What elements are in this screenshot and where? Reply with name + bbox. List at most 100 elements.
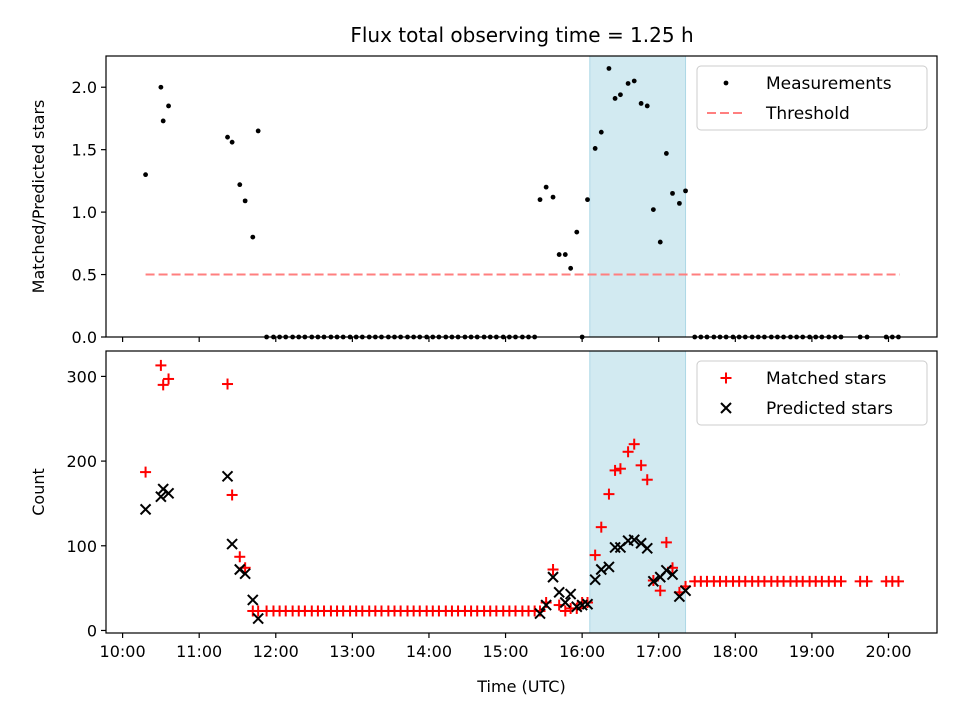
top-panel: 0.0 0.5 1.0 1.5 2.0 Matched/Predicted stars Me… [29,55,938,347]
predicted-point-b [628,534,640,546]
matched-point [660,536,672,548]
legend: Measurements Threshold [696,65,928,131]
measurement-point [663,151,669,156]
matched-point [571,602,583,614]
measurement-point [562,252,568,257]
matched-point [622,446,634,458]
legend-box [696,360,928,426]
y-axis-label: Count [29,468,48,516]
y-tick-label: 1.0 [72,203,97,222]
measurement-point [255,128,261,134]
predicted-point [226,538,238,550]
bottom-panel: 0 100 200 300 10:00 11:00 12:00 13:00 14:00 15:00… [29,350,938,696]
y-tick-label: 1.5 [72,141,97,160]
x-tick-label: 15:00 [482,642,528,661]
predicted-point [647,575,660,588]
measurement-point [568,265,574,271]
measurement-point [677,200,682,206]
predicted-point [239,568,251,580]
measurement-point [237,182,243,188]
measurement-point [543,184,549,190]
x-tick-label: 16:00 [559,642,605,661]
predicted-point [547,571,559,583]
measurement-point [585,197,590,203]
highlight-span [589,55,687,338]
measurement-point [598,129,604,135]
measurement-point [550,194,556,200]
matched-point [155,359,167,371]
predicted-point [564,588,577,600]
measurement-point [242,198,248,204]
measurement-point [638,101,644,106]
predicted-point-b [603,561,615,573]
measurement-point [225,134,230,140]
predicted-point-b [547,571,559,583]
matched-point [595,521,607,533]
y-tick-label: 300 [66,367,97,386]
x-tick-label: 20:00 [865,642,911,661]
legend-predicted-marker-b [720,402,732,414]
predicted-point [628,534,640,546]
predicted-point-b [559,596,571,609]
predicted-point [589,573,601,586]
legend-measurement-marker [723,80,729,86]
predicted-point-b [162,487,175,499]
predicted-point-b [226,538,238,550]
highlight-span [589,350,687,634]
y-tick-label: 0 [87,621,97,640]
predicted-point-b [139,503,152,516]
legend-box [696,65,928,131]
y-tick-label: 0.5 [72,266,97,285]
predicted-point-b [564,588,577,600]
legend-label: Measurements [766,74,892,94]
predicted-point-b [679,584,692,597]
x-tick-label: 11:00 [176,642,222,661]
x-tick-label: 19:00 [789,642,835,661]
measurement-point [650,207,656,213]
measurement-point [556,252,562,257]
predicted-point-b [534,607,546,620]
predicted-point-b [647,575,660,588]
legend: Matched stars Predicted stars [696,360,928,426]
matched-point [226,489,238,501]
axes-frame [105,55,938,338]
predicted-point [679,584,692,597]
measurement-point [158,84,164,90]
measurement-point [683,188,688,194]
predicted-point [641,542,653,555]
predicted-point-b [635,537,647,549]
y-tick-label: 2.0 [72,78,97,97]
measurement-point [612,96,618,101]
measurement-point [229,139,235,145]
series-predicted-stars [139,470,692,625]
measurement-point [644,103,650,109]
predicted-point-b [155,490,167,503]
predicted-point [666,568,679,581]
predicted-point-b [247,594,259,606]
legend-label: Matched stars [766,369,886,389]
measurement-point [592,146,598,151]
matched-point [222,378,234,390]
x-tick-label: 12:00 [253,642,299,661]
predicted-point-b [589,573,601,586]
y-tick-label: 200 [66,452,97,471]
y-axis-label: Matched/Predicted stars [29,100,48,294]
matched-point [628,438,640,450]
measurement-point [160,118,166,124]
x-axis-label: Time (UTC) [476,677,565,696]
matched-point [234,551,246,563]
matched-point [609,464,621,476]
predicted-point [660,564,673,577]
matched-point [140,466,152,478]
matched-point [892,575,904,587]
predicted-point-b [553,586,565,599]
measurement-point [618,92,623,98]
predicted-point [553,586,565,599]
predicted-point [595,563,607,576]
matched-point [641,474,653,486]
matched-point [835,575,847,587]
predicted-point-b [239,568,251,580]
legend-label: Predicted stars [766,399,893,419]
y-tick-label: 0.0 [72,328,97,347]
predicted-point-b [581,598,594,610]
